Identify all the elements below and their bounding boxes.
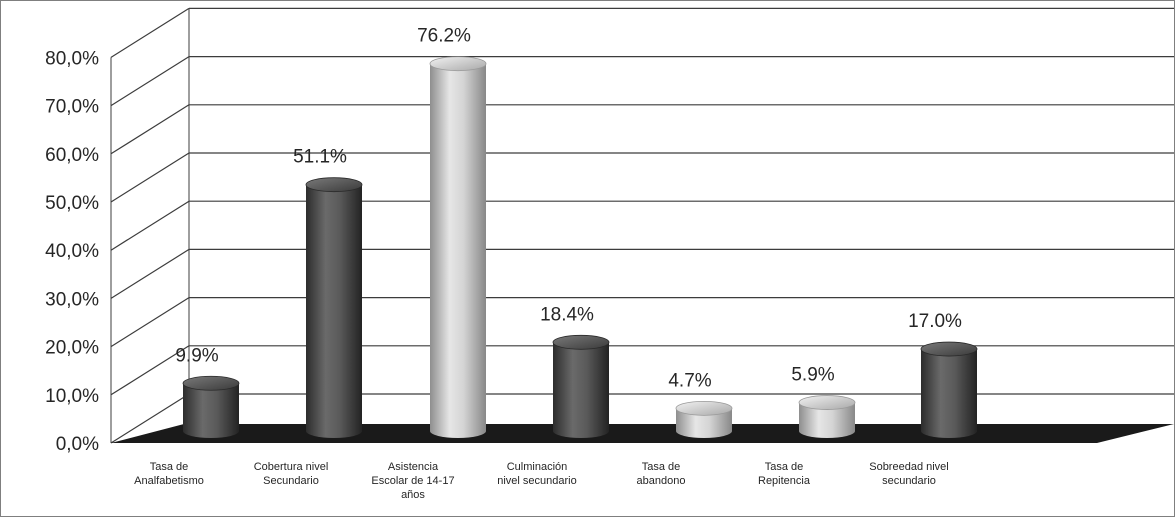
gridline-side [110, 393, 190, 444]
category-label: Asistencia Escolar de 14-17 años [371, 461, 454, 501]
data-label: 18.4% [540, 304, 594, 325]
category-label-line: Culminación [507, 461, 568, 473]
category-label-line: Escolar de 14-17 [371, 475, 454, 487]
category-label: Sobreedad nivel secundario [869, 461, 949, 487]
bar [429, 56, 487, 438]
data-label: 76.2% [417, 26, 471, 47]
data-label: 4.7% [668, 370, 711, 391]
data-label: 17.0% [908, 311, 962, 332]
data-label: 5.9% [791, 365, 834, 386]
category-label-line: Tasa de [642, 461, 681, 473]
gridline-side [110, 56, 190, 107]
y-tick-label: 30,0% [45, 289, 99, 310]
category-label-line: Repitencia [758, 475, 811, 487]
category-label-line: Tasa de [765, 461, 804, 473]
y-tick-label: 20,0% [45, 338, 99, 359]
chart-floor [111, 424, 1174, 443]
category-label-line: Tasa de [150, 461, 189, 473]
bar [675, 400, 733, 438]
bar [920, 341, 978, 438]
data-label: 51.1% [293, 147, 347, 168]
bar-top [305, 177, 363, 193]
bar-top [552, 334, 610, 350]
gridline-side [110, 7, 190, 58]
bar-body [306, 184, 362, 438]
bar-layer [182, 56, 978, 438]
bar-top [675, 400, 733, 416]
y-tick-label: 80,0% [45, 48, 99, 69]
bar-body [430, 63, 486, 438]
y-tick-label: 60,0% [45, 145, 99, 166]
category-label-line: abandono [637, 475, 686, 487]
gridline-side [110, 297, 190, 348]
floor-layer [111, 424, 1174, 443]
bar-top [182, 375, 240, 391]
gridline-side [110, 345, 190, 396]
bar [552, 334, 610, 438]
gridline-side [110, 152, 190, 203]
category-label-line: Analfabetismo [134, 475, 204, 487]
bar [305, 177, 363, 438]
category-label-line: nivel secundario [497, 475, 577, 487]
category-label: Tasa de Analfabetismo [134, 461, 204, 487]
category-label: Cobertura nivel Secundario [254, 461, 329, 487]
y-tick-label: 0,0% [56, 434, 99, 455]
bar-top [798, 395, 856, 410]
label-layer: 9.9% 51.1% 76.2% 18.4% 4.7% 5.9% 17.0% Tasa de A… [134, 26, 962, 501]
data-label: 9.9% [175, 345, 218, 366]
y-tick-label: 40,0% [45, 241, 99, 262]
bar [798, 395, 856, 438]
gridline-side [110, 248, 190, 299]
category-label: Culminación nivel secundario [497, 461, 577, 487]
gridline-side [110, 104, 190, 155]
y-tick-label: 10,0% [45, 386, 99, 407]
y-tick-label: 70,0% [45, 97, 99, 118]
y-tick-label: 50,0% [45, 193, 99, 214]
category-label: Tasa de Repitencia [758, 461, 811, 487]
bar-body [553, 342, 609, 438]
bar-body [921, 349, 977, 438]
bar-body [799, 402, 855, 438]
category-label: Tasa de abandono [637, 461, 686, 487]
grid-layer: 0,0% 10,0% 20,0% 30,0% 40,0% 50,0% 60,0% 70,0% 8… [45, 7, 1174, 455]
bar-top [429, 56, 487, 72]
category-label-line: Secundario [263, 475, 319, 487]
bar-body [183, 383, 239, 438]
category-label-line: Sobreedad nivel [869, 461, 949, 473]
bar-body [676, 408, 732, 438]
category-label-line: Cobertura nivel [254, 461, 329, 473]
gridline-side [110, 200, 190, 251]
category-label-line: secundario [882, 475, 936, 487]
category-label-line: años [401, 489, 425, 501]
bar-top [920, 341, 978, 357]
category-label-line: Asistencia [388, 461, 439, 473]
bar [182, 375, 240, 438]
